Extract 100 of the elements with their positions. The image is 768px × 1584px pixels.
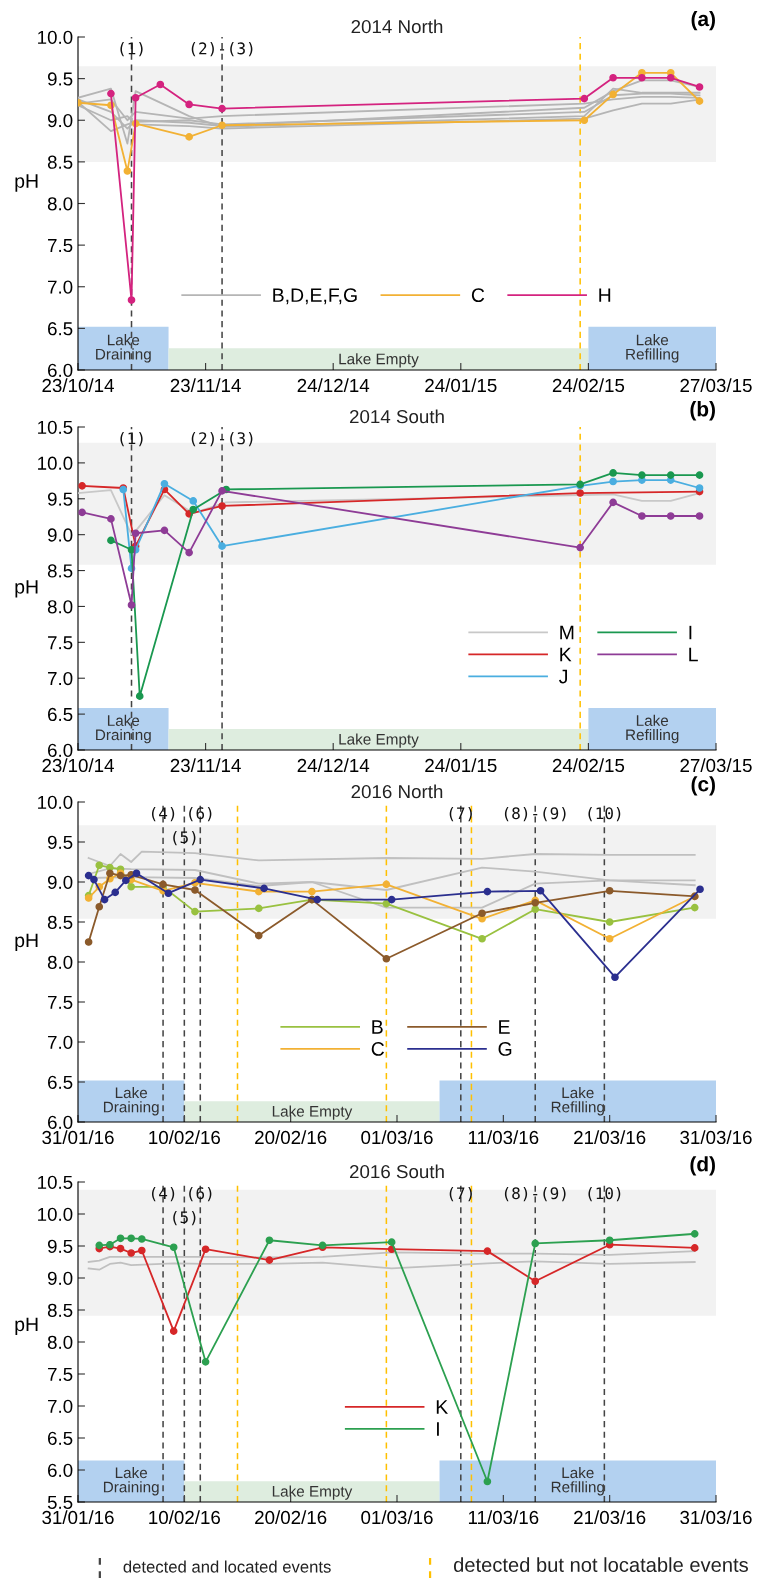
- chart-title: 2016 South: [349, 1164, 444, 1179]
- x-tick-label: 23/11/14: [170, 378, 241, 393]
- ref-line-label: (1): [120, 42, 143, 57]
- legend-label: C: [371, 1042, 385, 1056]
- legend-label: B: [372, 1020, 383, 1034]
- x-tick-label: 24/01/15: [425, 758, 497, 773]
- ref-line-label: (10): [588, 806, 621, 822]
- legend-label: K: [436, 1400, 448, 1414]
- band-label: Lake Draining: [103, 1086, 159, 1116]
- x-tick-label: 11/03/16: [468, 1130, 539, 1145]
- y-tick-label: 8.5: [47, 155, 73, 169]
- legend-label: C: [471, 288, 485, 303]
- band-label: Lake Empty: [272, 1485, 353, 1500]
- y-tick-label: 9.5: [47, 72, 73, 86]
- ref-line-label: (2)-(3): [191, 431, 253, 447]
- x-tick-label: 31/01/16: [42, 1130, 114, 1145]
- ref-line-label: (7): [449, 806, 472, 822]
- y-tick-label: 8.0: [47, 955, 73, 969]
- band-label: Lake Empty: [339, 733, 419, 748]
- x-tick-label: 24/12/14: [297, 758, 370, 773]
- y-tick-label: 6.5: [48, 707, 73, 722]
- band-label: Lake Refilling: [551, 1466, 604, 1496]
- band-label: Lake Empty: [272, 1105, 353, 1120]
- x-tick-label: 20/02/16: [255, 1130, 327, 1145]
- y-tick-label: 10.5: [38, 420, 73, 434]
- band-label: Lake Refilling: [551, 1086, 604, 1116]
- x-tick-label: 23/11/14: [170, 758, 241, 773]
- ref-line-label: (4): [151, 1186, 175, 1202]
- y-tick-label: 6.5: [48, 1431, 73, 1445]
- y-tick-label: 9.5: [47, 492, 73, 506]
- y-tick-label: 7.0: [48, 1399, 73, 1413]
- y-tick-label: 10.5: [38, 1175, 73, 1189]
- y-tick-label: 6.0: [48, 1115, 73, 1129]
- x-tick-label: 31/03/16: [680, 1130, 752, 1145]
- x-tick-label: 11/03/16: [468, 1510, 539, 1525]
- legend-label: I: [689, 625, 692, 640]
- x-tick-label: 21/03/16: [574, 1510, 646, 1525]
- ref-line-label: (2)-(3): [191, 42, 253, 57]
- ref-line-label: (8)-(9): [504, 1186, 566, 1202]
- x-tick-label: 31/03/16: [680, 1510, 752, 1525]
- y-tick-label: 9.0: [47, 528, 73, 542]
- x-tick-label: 24/02/15: [552, 758, 625, 773]
- y-tick-label: 7.5: [48, 239, 73, 253]
- y-tick-label: 7.5: [48, 1367, 73, 1381]
- y-tick-label: 8.5: [47, 1303, 73, 1317]
- band-label: Lake Draining: [103, 1466, 159, 1496]
- x-tick-label: 21/03/16: [574, 1130, 646, 1145]
- y-tick-label: 5.5: [47, 1495, 73, 1509]
- y-tick-label: 8.0: [47, 197, 73, 211]
- chart-title: 2014 South: [349, 409, 444, 424]
- chart-title: 2014 North: [351, 19, 443, 34]
- x-tick-label: 27/03/15: [680, 378, 752, 393]
- y-axis-title: pH: [15, 174, 38, 192]
- x-tick-label: 01/03/16: [361, 1130, 433, 1145]
- ref-line-label: (1): [120, 431, 143, 447]
- y-tick-label: 7.0: [48, 671, 73, 686]
- x-tick-label: 31/01/16: [42, 1510, 114, 1525]
- ref-line-label: (6): [189, 1186, 212, 1202]
- band-label: Lake Empty: [339, 353, 419, 368]
- text: detected but not locatable events: [453, 1557, 748, 1573]
- legend-label: E: [499, 1020, 510, 1034]
- y-axis-title: pH: [15, 580, 38, 598]
- y-tick-label: 6.0: [48, 1463, 73, 1477]
- ref-line-label: (5): [173, 1210, 196, 1226]
- x-tick-label: 20/02/16: [255, 1510, 327, 1525]
- y-tick-label: 10.0: [38, 1207, 73, 1221]
- legend-label: M: [560, 625, 574, 640]
- x-tick-label: 24/02/15: [552, 378, 625, 393]
- y-tick-label: 7.5: [48, 995, 73, 1009]
- legend-label: G: [498, 1042, 512, 1056]
- ref-line-label: (8)-(9): [504, 806, 566, 822]
- y-tick-label: 6.5: [48, 322, 73, 336]
- x-tick-label: 23/10/14: [42, 378, 114, 393]
- legend-label: K: [560, 647, 572, 662]
- x-tick-label: 10/02/16: [149, 1130, 221, 1145]
- y-tick-label: 9.0: [47, 1271, 73, 1285]
- y-tick-label: 9.5: [47, 835, 73, 849]
- x-tick-label: 10/02/16: [149, 1510, 221, 1525]
- y-axis-title: pH: [15, 1317, 38, 1336]
- ref-line-label: (4): [151, 806, 175, 822]
- y-tick-label: 8.5: [47, 915, 73, 929]
- y-tick-label: 9.0: [47, 113, 73, 128]
- y-tick-label: 8.0: [47, 600, 73, 614]
- text: detected and located events: [123, 1560, 331, 1573]
- y-tick-label: 7.5: [48, 636, 73, 650]
- legend-label: B,D,E,F,G: [273, 288, 357, 305]
- x-tick-label: 01/03/16: [361, 1510, 433, 1525]
- band-label: Lake Refilling: [626, 714, 679, 744]
- y-tick-label: 9.0: [47, 875, 73, 889]
- y-tick-label: 6.0: [48, 743, 73, 757]
- y-tick-label: 10.0: [38, 795, 73, 809]
- ref-line-label: (7): [449, 1186, 472, 1202]
- y-axis-title: pH: [15, 933, 38, 952]
- x-tick-label: 24/01/15: [425, 378, 497, 393]
- band-label: Lake Draining: [96, 714, 151, 744]
- legend-label: L: [689, 647, 698, 662]
- text: (b): [690, 401, 715, 421]
- y-tick-label: 6.0: [48, 363, 73, 377]
- y-tick-label: 10.0: [38, 456, 73, 470]
- x-tick-label: 27/03/15: [680, 758, 752, 773]
